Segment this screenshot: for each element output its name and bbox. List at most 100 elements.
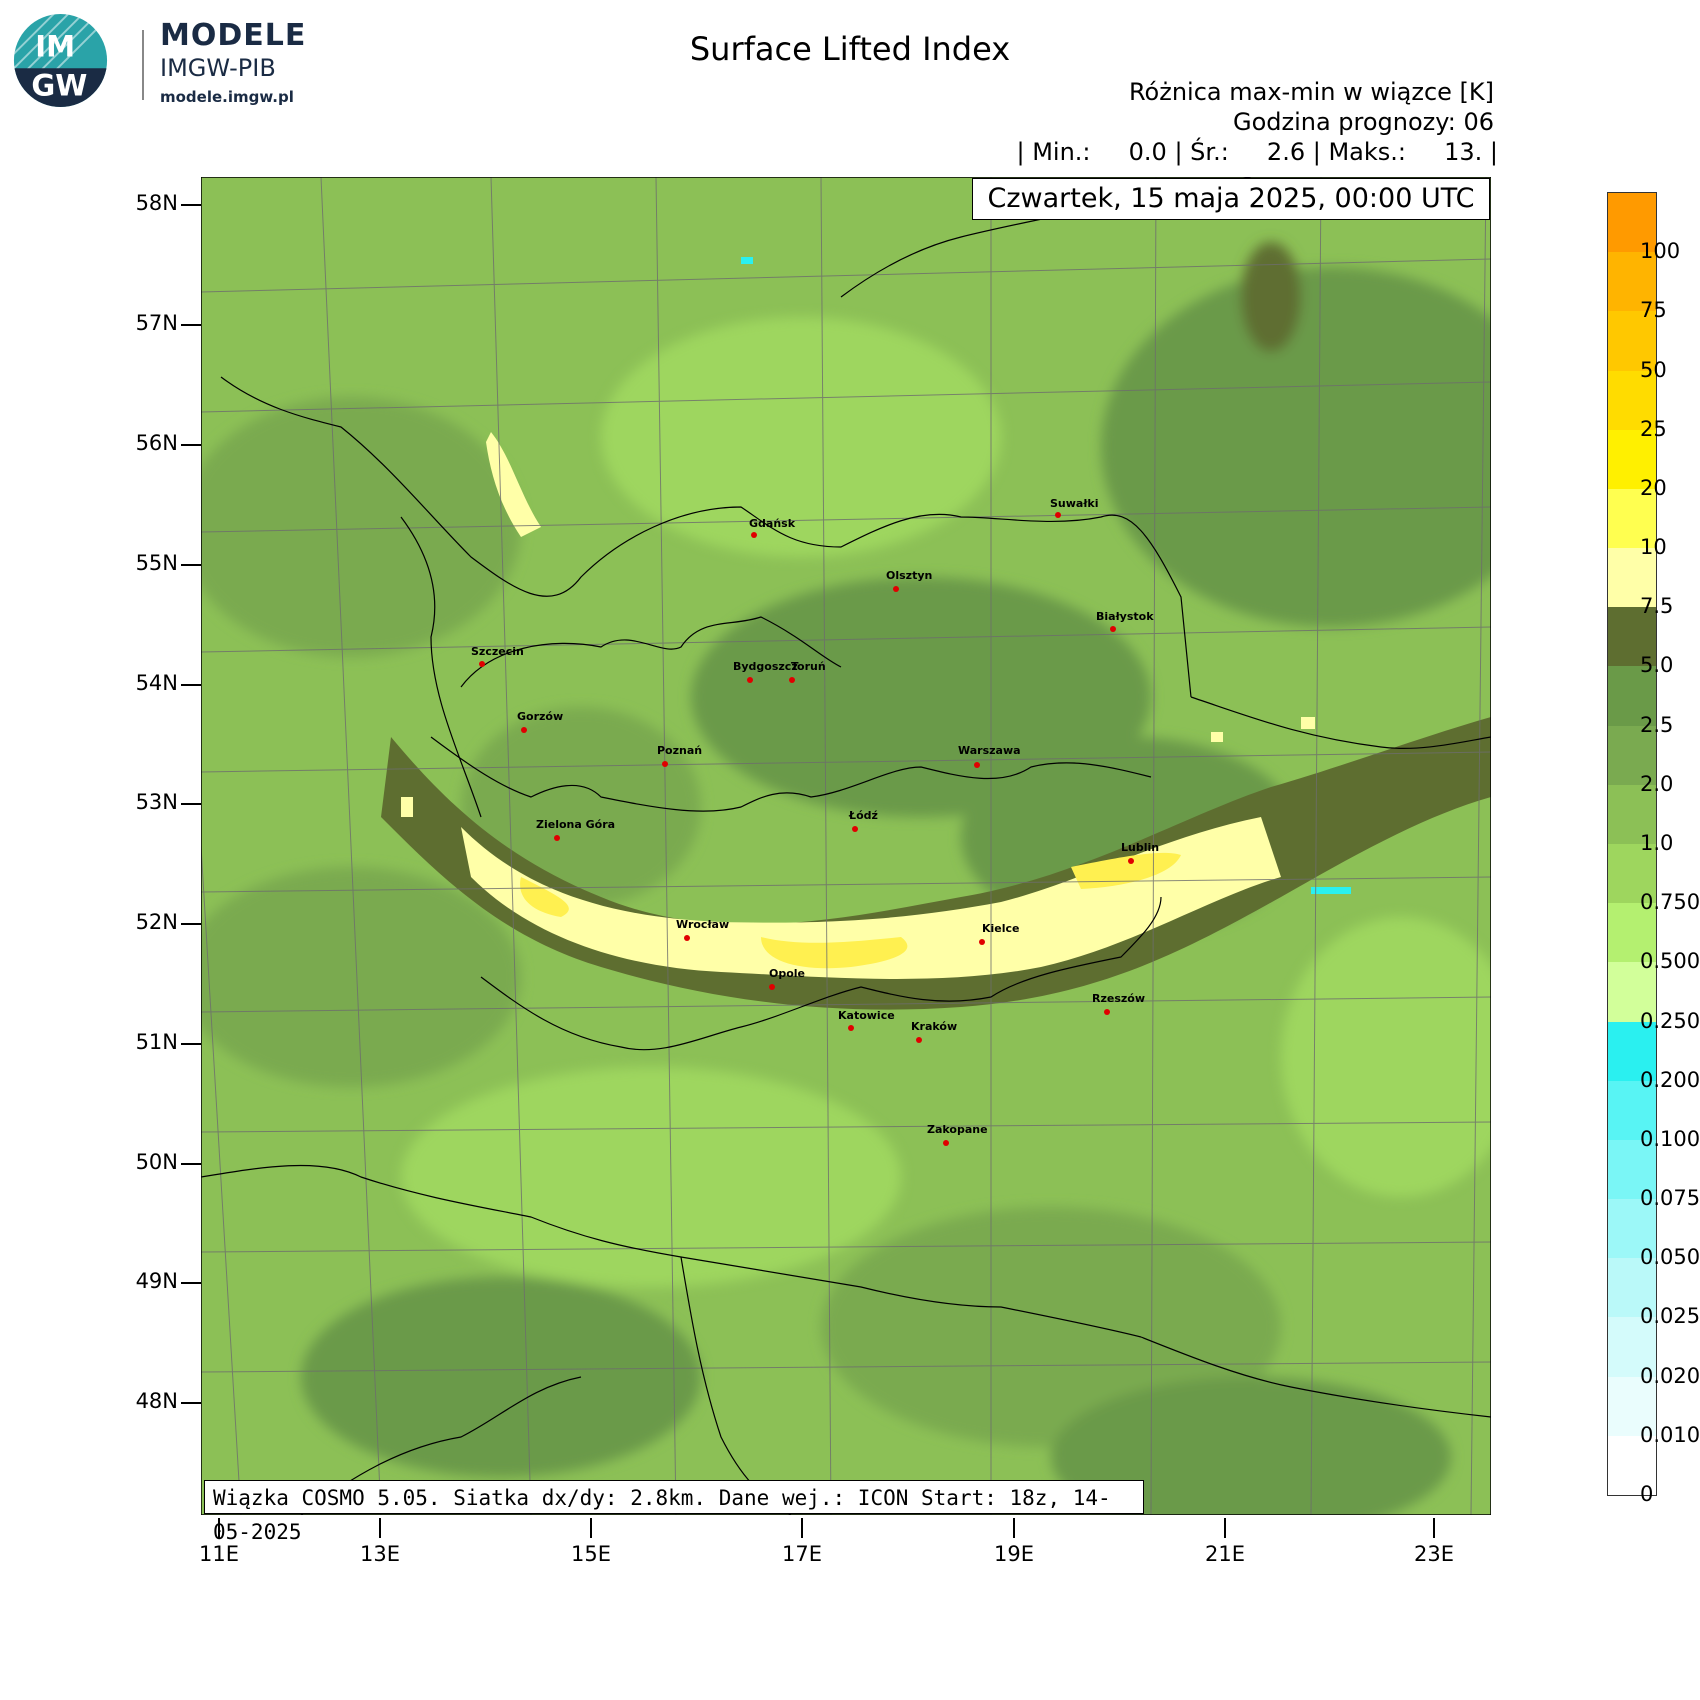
colorbar-label: 0.050 <box>1640 1245 1700 1270</box>
lon-tick <box>1433 1518 1435 1538</box>
city-katowice: Katowice <box>838 1009 895 1031</box>
svg-text:Toruń: Toruń <box>791 660 826 673</box>
svg-text:Bydgoszcz: Bydgoszcz <box>733 660 798 673</box>
svg-text:Łódź: Łódź <box>848 809 878 822</box>
colorbar-label: 25 <box>1640 416 1667 441</box>
band-core <box>520 852 1181 969</box>
svg-text:Olsztyn: Olsztyn <box>886 569 932 582</box>
colorbar-label: 0.075 <box>1640 1186 1700 1211</box>
city-rzeszow: Rzeszów <box>1092 992 1145 1015</box>
colorbar-label: 0.010 <box>1640 1422 1700 1447</box>
colorbar-label: 7.5 <box>1640 594 1674 619</box>
lat-tick <box>181 204 201 206</box>
graticule <box>201 177 1491 1515</box>
city-kielce: Kielce <box>979 922 1020 945</box>
city-lodz: Łódź <box>848 809 878 832</box>
lat-tick <box>181 803 201 805</box>
colorbar-label: 0.500 <box>1640 949 1700 974</box>
colorbar-segment <box>1608 252 1656 312</box>
svg-text:Kraków: Kraków <box>911 1020 957 1033</box>
lon-tick <box>801 1518 803 1538</box>
colorbar-label: 20 <box>1640 475 1667 500</box>
colorbar-segment <box>1608 903 1656 963</box>
colorbar-segment <box>1608 1139 1656 1200</box>
lat-label: 48N <box>135 1389 178 1413</box>
logo-url[interactable]: modele.imgw.pl <box>160 88 294 106</box>
colorbar-label: 75 <box>1640 298 1667 323</box>
colorbar-segment <box>1608 370 1656 431</box>
lat-tick <box>181 1402 201 1404</box>
city-poznan: Poznań <box>657 744 702 767</box>
city-gdansk: Gdańsk <box>749 517 796 538</box>
city-gorzow: Gorzów <box>517 710 563 733</box>
logo-brand: MODELE <box>160 18 307 53</box>
colorbar-label: 0.100 <box>1640 1126 1700 1151</box>
city-bialystok: Białystok <box>1096 610 1154 632</box>
valid-time: Czwartek, 15 maja 2025, 00:00 UTC <box>972 178 1490 220</box>
map-title: Surface Lifted Index <box>689 30 1011 68</box>
borders <box>201 177 1491 1515</box>
city-zakopane: Zakopane <box>927 1123 988 1146</box>
field-description: Różnica max-min w wiązce [K] <box>1128 78 1494 106</box>
svg-text:IM: IM <box>35 30 75 64</box>
colorbar-label: 0.025 <box>1640 1304 1700 1329</box>
colorbar-label: 0 <box>1640 1482 1654 1506</box>
colorbar-segment <box>1608 548 1656 608</box>
svg-text:Kielce: Kielce <box>982 922 1020 935</box>
imgw-logo: IM GW MODELE IMGW-PIB modele.imgw.pl <box>12 12 312 112</box>
lat-label: 55N <box>135 551 178 575</box>
colorbar-label: 0.020 <box>1640 1363 1700 1388</box>
lat-tick <box>181 1282 201 1284</box>
colorbar-segment <box>1608 311 1656 372</box>
city-bydgoszcz: Bydgoszcz <box>733 660 798 683</box>
lon-tick <box>1224 1518 1226 1538</box>
lon-tick <box>1013 1518 1015 1538</box>
imgw-logo-icon: IM GW <box>13 13 108 108</box>
colorbar-label: 2.0 <box>1640 771 1674 796</box>
colorbar-segment <box>1608 1317 1656 1378</box>
city-zielona-gora: Zielona Góra <box>536 818 615 841</box>
cities: Gdańsk Suwałki Olsztyn Białystok Szczeci… <box>471 497 1159 1146</box>
lat-label: 49N <box>135 1269 178 1293</box>
colorbar-label: 50 <box>1640 357 1667 382</box>
svg-text:Białystok: Białystok <box>1096 610 1154 623</box>
svg-text:Rzeszów: Rzeszów <box>1092 992 1145 1005</box>
colorbar-label: 0.750 <box>1640 890 1700 915</box>
svg-text:Zakopane: Zakopane <box>927 1123 988 1136</box>
colorbar-label: 0.200 <box>1640 1067 1700 1092</box>
forecast-map: Gdańsk Suwałki Olsztyn Białystok Szczeci… <box>201 177 1491 1515</box>
colorbar-segment <box>1608 962 1656 1023</box>
city-warszawa: Warszawa <box>958 744 1021 768</box>
svg-text:Katowice: Katowice <box>838 1009 895 1022</box>
svg-text:Suwałki: Suwałki <box>1050 497 1099 510</box>
svg-text:Warszawa: Warszawa <box>958 744 1021 757</box>
city-opole: Opole <box>769 967 805 990</box>
svg-text:Opole: Opole <box>769 967 805 980</box>
colorbar-segment <box>1608 488 1656 549</box>
lat-label: 56N <box>135 431 178 455</box>
svg-text:Gdańsk: Gdańsk <box>749 517 796 530</box>
band-light <box>461 817 1281 979</box>
lon-label: 23E <box>1414 1542 1454 1566</box>
colorbar-segment <box>1608 1376 1656 1437</box>
colorbar-segment <box>1608 429 1656 490</box>
lat-label: 53N <box>135 790 178 814</box>
city-krakow: Kraków <box>911 1020 957 1043</box>
svg-text:Poznań: Poznań <box>657 744 702 757</box>
city-wroclaw: Wrocław <box>676 918 729 941</box>
lon-label: 17E <box>782 1542 822 1566</box>
lat-tick <box>181 1043 201 1045</box>
colorbar <box>1607 192 1657 1496</box>
lon-label: 11E <box>199 1542 239 1566</box>
colorbar-segment <box>1608 1258 1656 1318</box>
colorbar-label: 10 <box>1640 535 1667 560</box>
colorbar-label: 2.5 <box>1640 712 1674 737</box>
svg-text:Zielona Góra: Zielona Góra <box>536 818 615 831</box>
colorbar-segment <box>1608 666 1656 727</box>
svg-text:Lublin: Lublin <box>1121 841 1159 854</box>
lon-label: 15E <box>571 1542 611 1566</box>
colorbar-segment <box>1608 784 1656 845</box>
colorbar-label: 5.0 <box>1640 653 1674 678</box>
svg-text:Szczecin: Szczecin <box>471 645 524 658</box>
lat-tick <box>181 684 201 686</box>
